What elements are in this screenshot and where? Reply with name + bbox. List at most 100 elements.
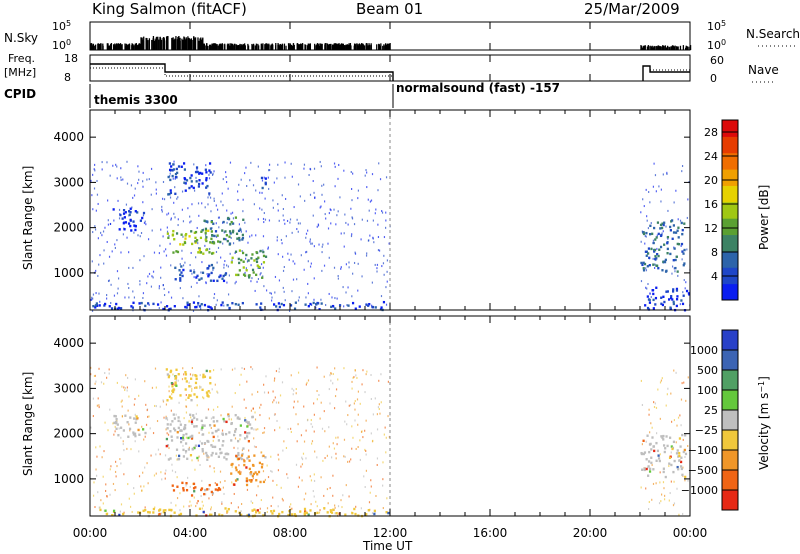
sky-bar xyxy=(97,43,99,50)
heatmap-cell xyxy=(132,431,135,434)
heatmap-cell xyxy=(132,433,135,436)
heatmap-cell xyxy=(98,367,100,370)
x-tick-label: 00:00 xyxy=(673,526,708,540)
heatmap-cell xyxy=(203,492,206,496)
heatmap-cell xyxy=(664,258,667,262)
heatmap-cell xyxy=(351,447,353,450)
heatmap-cell xyxy=(168,447,170,450)
heatmap-cell xyxy=(167,458,170,461)
heatmap-cell xyxy=(304,303,307,306)
heatmap-cell xyxy=(201,426,204,429)
heatmap-cell xyxy=(282,499,284,502)
heatmap-cell xyxy=(126,236,128,239)
heatmap-cell xyxy=(201,261,203,264)
heatmap-cell xyxy=(359,458,361,461)
heatmap-cell xyxy=(194,230,198,234)
heatmap-cell xyxy=(655,264,658,267)
heatmap-cell xyxy=(147,302,150,305)
heatmap-cell xyxy=(357,390,360,393)
heatmap-cell xyxy=(195,374,198,378)
heatmap-cell xyxy=(196,418,199,421)
sky-bar xyxy=(117,43,119,50)
heatmap-cell xyxy=(233,430,237,433)
heatmap-cell xyxy=(680,467,683,471)
heatmap-cell xyxy=(210,417,213,420)
heatmap-cell xyxy=(240,513,243,517)
heatmap-cell xyxy=(316,511,319,515)
freq-tick-high: 18 xyxy=(64,52,78,65)
heatmap-cell xyxy=(283,440,285,443)
heatmap-cell xyxy=(644,304,647,307)
heatmap-cell xyxy=(120,400,122,403)
heatmap-cell xyxy=(225,181,228,184)
heatmap-cell xyxy=(92,397,95,400)
heatmap-cell xyxy=(647,465,650,468)
heatmap-cell xyxy=(646,295,649,298)
heatmap-cell xyxy=(652,263,655,266)
heatmap-cell xyxy=(283,290,285,293)
heatmap-cell xyxy=(199,374,201,377)
heatmap-cell xyxy=(166,213,168,216)
heatmap-cell xyxy=(184,442,188,445)
sky-bar xyxy=(200,39,203,50)
heatmap-cell xyxy=(180,265,183,268)
heatmap-cell xyxy=(211,431,214,435)
heatmap-cell xyxy=(267,247,269,250)
heatmap-cell xyxy=(192,309,195,312)
heatmap-cell xyxy=(176,497,179,500)
heatmap-cell xyxy=(310,503,312,506)
colorbar-segment xyxy=(722,450,738,471)
heatmap-cell xyxy=(334,506,336,509)
heatmap-cell xyxy=(364,485,366,488)
sky-bar xyxy=(297,45,299,50)
heatmap-cell xyxy=(278,367,280,370)
heatmap-cell xyxy=(676,424,678,427)
sky-bar xyxy=(172,37,174,50)
heatmap-cell xyxy=(672,231,676,234)
heatmap-cell xyxy=(248,459,251,462)
heatmap-cell xyxy=(313,430,315,433)
heatmap-cell xyxy=(652,292,655,296)
sky-bar xyxy=(267,45,269,50)
heatmap-cell xyxy=(173,212,175,215)
heatmap-cell xyxy=(237,273,240,277)
heatmap-cell xyxy=(134,421,137,424)
heatmap-cell xyxy=(190,385,192,388)
heatmap-cell xyxy=(196,502,198,505)
heatmap-cell xyxy=(165,254,168,257)
heatmap-cell xyxy=(305,511,308,514)
freq-panel: Freq. [MHz] 18 8 60 0 Nave xyxy=(4,52,779,85)
heatmap-cell xyxy=(656,221,660,224)
sky-bar xyxy=(666,45,669,50)
heatmap-cell xyxy=(145,403,147,406)
sky-bar xyxy=(132,43,134,50)
heatmap-cell xyxy=(657,267,660,270)
heatmap-cell xyxy=(106,161,108,164)
heatmap-cell xyxy=(237,416,240,419)
heatmap-cell xyxy=(353,223,356,226)
sky-bar xyxy=(321,43,323,50)
heatmap-cell xyxy=(261,208,263,211)
heatmap-cell xyxy=(641,443,643,446)
heatmap-cell xyxy=(308,173,310,176)
heatmap-cell xyxy=(231,405,233,408)
sky-bar xyxy=(93,45,95,50)
heatmap-cell xyxy=(104,226,106,229)
sky-bar xyxy=(151,39,153,50)
sky-bar xyxy=(291,45,294,50)
heatmap-cell xyxy=(670,392,672,395)
heatmap-cell xyxy=(128,213,131,217)
heatmap-cell xyxy=(239,383,241,386)
heatmap-cell xyxy=(122,233,124,236)
heatmap-cell xyxy=(214,482,216,485)
heatmap-cell xyxy=(320,165,322,168)
heatmap-cell xyxy=(389,414,391,417)
heatmap-cell xyxy=(244,431,247,434)
heatmap-cell xyxy=(176,250,180,254)
heatmap-cell xyxy=(328,388,330,391)
heatmap-cell xyxy=(681,433,684,437)
heatmap-cell xyxy=(210,490,213,494)
heatmap-cell xyxy=(189,269,192,272)
heatmap-cell xyxy=(171,169,174,172)
sky-bar xyxy=(646,46,649,50)
